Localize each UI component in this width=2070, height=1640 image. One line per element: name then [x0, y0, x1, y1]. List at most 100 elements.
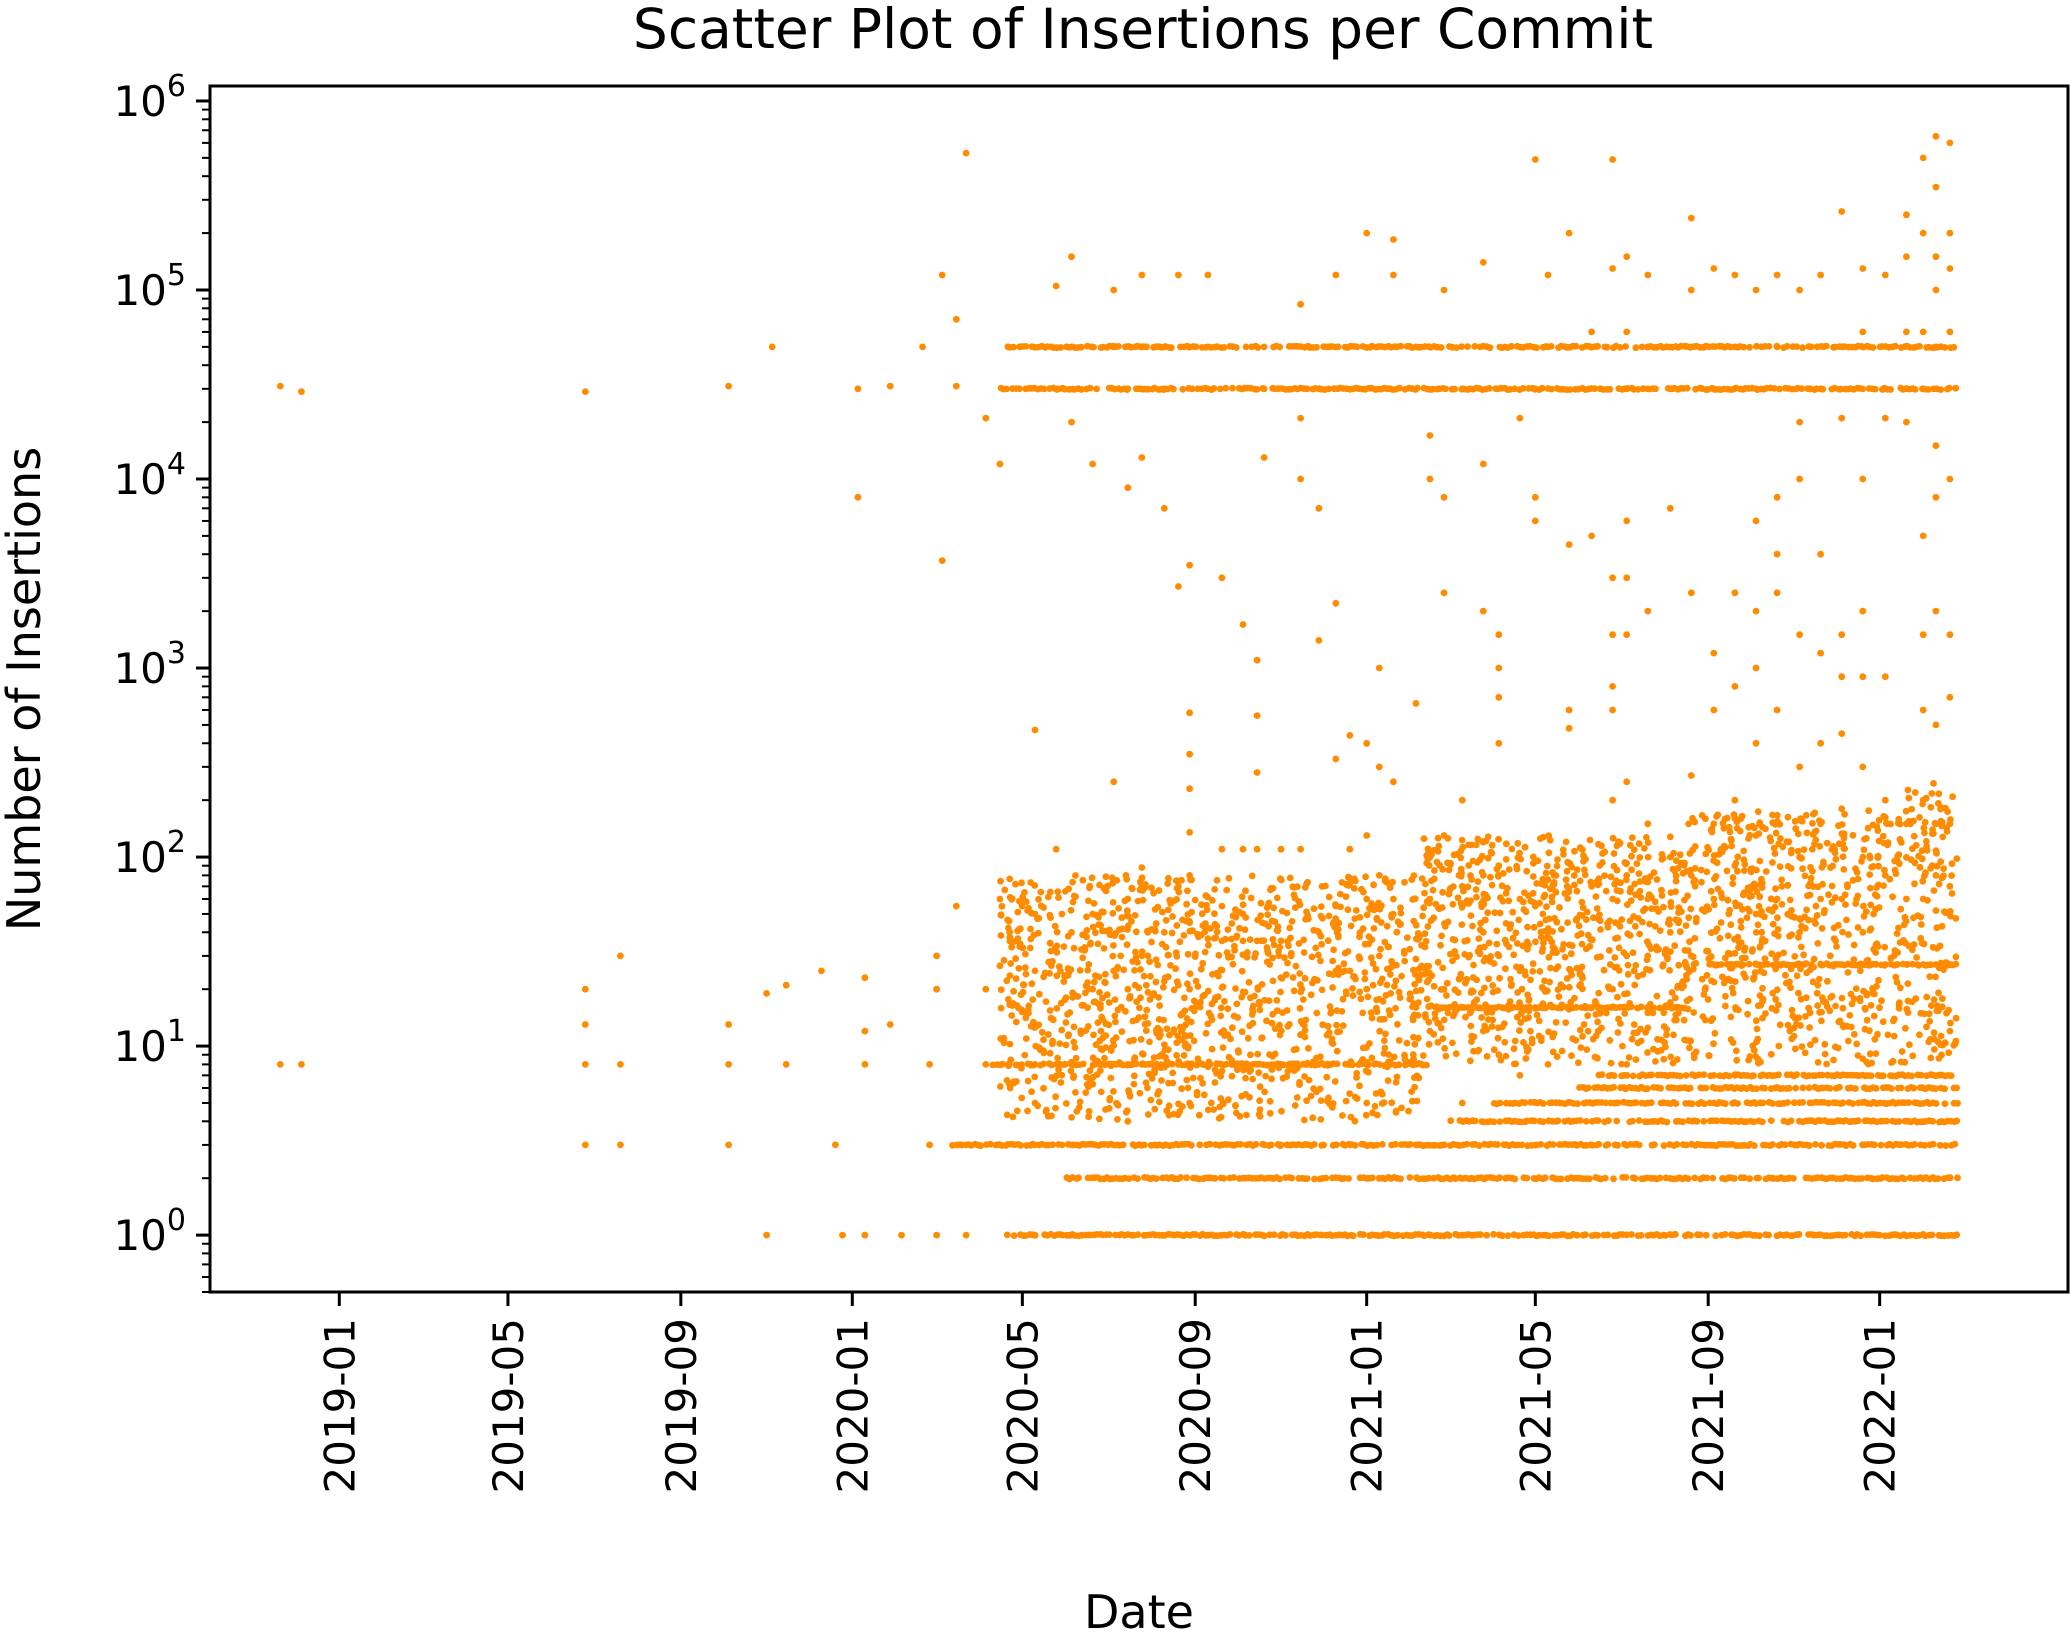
data-point-2750 [1040, 1084, 1047, 1092]
data-point-4361 [1740, 970, 1747, 978]
data-point-2966 [1170, 1026, 1178, 1033]
data-point-3452 [1505, 897, 1513, 905]
data-point-4257 [1799, 865, 1806, 873]
data-point-4666 [1943, 828, 1951, 835]
data-point-3151 [1201, 991, 1208, 999]
data-point-4881 [1516, 967, 1524, 975]
data-point-3277 [1568, 1052, 1575, 1060]
data-point-206 [1756, 1232, 1763, 1240]
data-point-2470 [1021, 1051, 1029, 1059]
data-point-4423 [1713, 859, 1721, 867]
data-point-2174 [1351, 1093, 1359, 1101]
data-point-2178 [1107, 1062, 1115, 1070]
data-point-1683 [1871, 385, 1879, 393]
data-point-2687 [1273, 1007, 1281, 1014]
data-point-4445 [1788, 1006, 1796, 1014]
data-point-2616 [1018, 1094, 1026, 1102]
data-point-4938 [1687, 772, 1695, 779]
data-point-3313 [1453, 1006, 1461, 1013]
data-point-4956 [1752, 286, 1760, 294]
data-point-378 [1496, 1174, 1504, 1182]
data-point-4500 [1699, 1013, 1707, 1020]
data-point-3733 [1561, 890, 1569, 897]
data-point-4051 [1744, 997, 1752, 1005]
data-point-3852 [1670, 1031, 1677, 1039]
data-point-4462 [1690, 1054, 1698, 1062]
data-point-3658 [1632, 962, 1640, 969]
data-point-4269 [1726, 828, 1734, 836]
data-point-3760 [1502, 889, 1510, 897]
data-point-2881 [1286, 924, 1294, 932]
data-point-3516 [1590, 914, 1597, 922]
data-point-3884 [1510, 1060, 1518, 1068]
data-point-3935 [1897, 984, 1904, 992]
data-point-1822 [1458, 343, 1465, 350]
data-point-1556 [1396, 384, 1403, 392]
data-point-2875 [1317, 912, 1325, 920]
data-point-2119 [1368, 954, 1375, 962]
data-point-4108 [1772, 885, 1779, 893]
data-point-2222 [1417, 986, 1425, 994]
data-point-4625 [1914, 961, 1921, 968]
data-point-4517 [1869, 985, 1876, 992]
data-point-2964 [1049, 1016, 1057, 1024]
data-point-4923 [1644, 343, 1652, 351]
data-point-4542 [1911, 789, 1919, 796]
data-point-3005 [1134, 897, 1142, 905]
data-point-4968 [1773, 550, 1781, 558]
data-point-174 [1623, 1231, 1630, 1239]
data-point-3236 [1466, 1009, 1474, 1017]
data-point-4840 [1375, 952, 1383, 960]
data-point-2500 [1227, 1035, 1234, 1043]
data-point-2828 [1006, 875, 1014, 883]
data-point-3432 [1567, 950, 1575, 958]
data-point-4211 [1850, 1030, 1858, 1038]
data-point-3400 [1558, 925, 1565, 933]
data-point-2503 [1328, 1104, 1336, 1111]
data-point-2699 [1089, 1080, 1097, 1088]
data-point-1515 [1253, 386, 1261, 393]
data-point-2002 [1367, 1009, 1375, 1017]
data-point-598 [1332, 1141, 1340, 1149]
data-point-4698 [854, 385, 862, 393]
data-point-4857 [1440, 589, 1448, 597]
data-point-965 [1790, 1099, 1798, 1107]
data-point-3667 [1439, 865, 1447, 873]
data-point-4045 [1778, 901, 1786, 908]
data-point-2210 [1211, 910, 1218, 918]
data-point-2678 [1091, 972, 1099, 980]
data-point-1476 [1093, 385, 1100, 393]
data-point-4501 [1844, 881, 1851, 889]
data-point-3049 [1339, 1112, 1346, 1119]
data-point-2000 [1117, 952, 1125, 960]
data-point-4688 [725, 1141, 732, 1149]
data-point-3106 [1055, 1066, 1062, 1074]
data-point-4541 [1937, 858, 1945, 866]
data-point-4527 [1793, 972, 1801, 980]
data-point-4940 [1687, 952, 1695, 960]
data-point-2213 [1005, 1062, 1012, 1070]
data-point-3044 [1228, 1057, 1236, 1064]
data-point-647 [1518, 1141, 1526, 1149]
data-point-4104 [1731, 978, 1739, 985]
data-point-753 [1929, 1140, 1937, 1148]
data-point-3783 [1431, 1015, 1439, 1022]
data-point-2669 [1198, 901, 1205, 909]
data-point-2555 [1173, 922, 1181, 929]
data-point-3893 [1467, 1022, 1475, 1030]
data-point-3745 [1521, 1015, 1529, 1023]
data-point-4722 [982, 1061, 990, 1068]
data-point-3681 [1576, 1026, 1584, 1034]
data-point-4849 [1412, 1141, 1420, 1149]
data-point-3836 [1654, 1035, 1661, 1043]
data-point-1070 [1805, 1084, 1813, 1092]
data-point-2203 [1044, 1031, 1052, 1038]
data-point-3859 [1581, 866, 1588, 874]
data-point-2357 [1194, 983, 1202, 990]
data-point-4461 [1850, 941, 1858, 949]
data-point-4943 [1710, 649, 1718, 657]
data-point-3043 [1115, 905, 1122, 912]
data-point-1828 [1486, 344, 1494, 352]
data-point-2978 [1387, 971, 1394, 978]
data-point-3316 [1485, 1016, 1492, 1023]
